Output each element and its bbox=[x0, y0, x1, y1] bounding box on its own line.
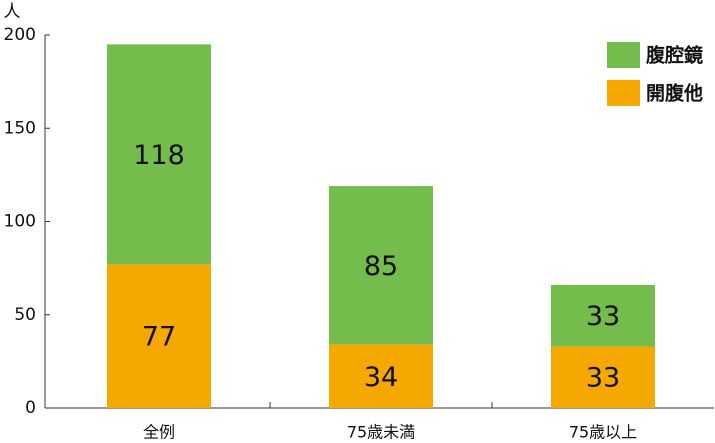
bar-segment bbox=[107, 44, 211, 265]
y-tick-label: 150 bbox=[4, 118, 36, 138]
y-tick-label: 50 bbox=[14, 305, 36, 325]
bar-segment bbox=[329, 186, 433, 345]
data-label: 77 bbox=[142, 322, 176, 353]
bar-segment bbox=[329, 344, 433, 408]
legend-label: 開腹他 bbox=[646, 82, 703, 105]
x-tick-label: 75歳以上 bbox=[569, 423, 637, 442]
legend-swatch bbox=[607, 42, 640, 68]
legend-swatch bbox=[607, 80, 640, 106]
y-tick-label: 200 bbox=[4, 25, 36, 45]
y-tick-label: 100 bbox=[4, 212, 36, 232]
data-label: 33 bbox=[586, 363, 620, 394]
data-label: 118 bbox=[133, 140, 185, 171]
bar-segment bbox=[551, 346, 655, 408]
x-tick-label: 75歳未満 bbox=[347, 423, 415, 442]
legend-label: 腹腔鏡 bbox=[645, 44, 703, 67]
bar-segment bbox=[551, 284, 655, 347]
y-axis-unit: 人 bbox=[4, 2, 21, 22]
x-tick-label: 全例 bbox=[143, 423, 175, 442]
data-label: 85 bbox=[364, 251, 398, 282]
y-tick-label: 0 bbox=[25, 398, 36, 418]
data-label: 33 bbox=[586, 301, 620, 332]
data-label: 34 bbox=[364, 362, 398, 393]
bar-segment bbox=[107, 264, 211, 408]
